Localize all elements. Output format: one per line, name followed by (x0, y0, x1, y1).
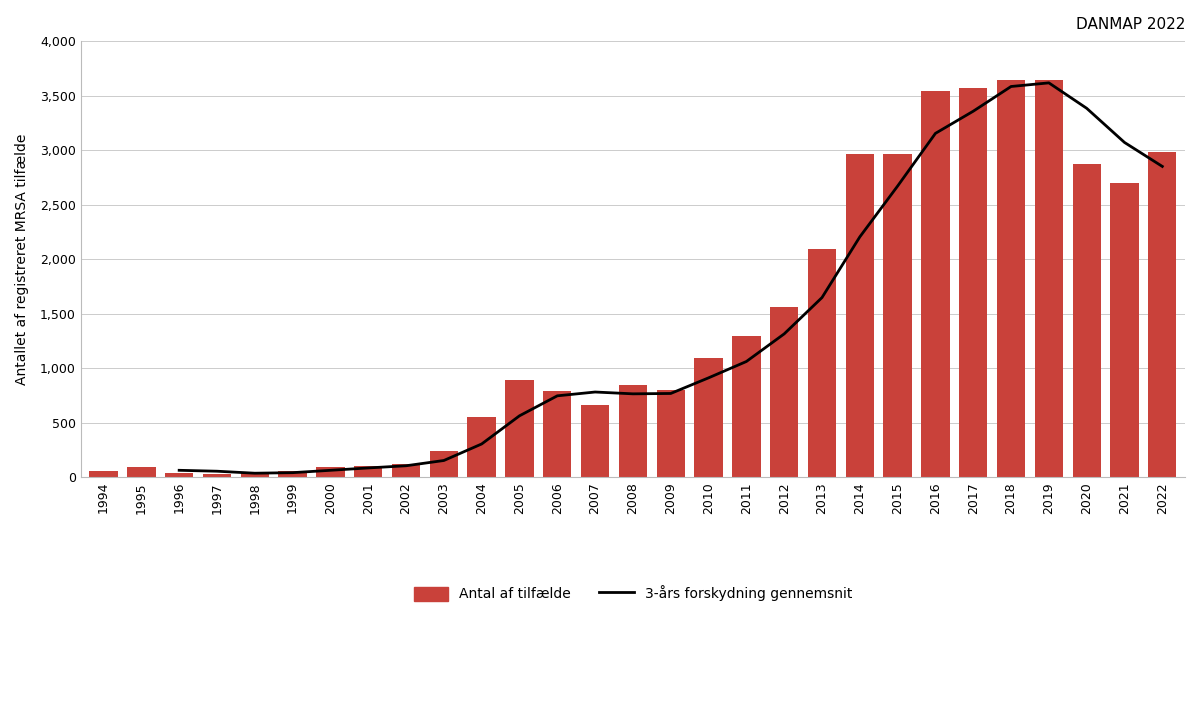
Bar (127, 467, 156, 477)
Bar (1148, 152, 1176, 477)
Bar (808, 249, 836, 477)
Bar (241, 473, 269, 477)
Bar (581, 405, 610, 477)
Text: DANMAP 2022: DANMAP 2022 (1075, 17, 1186, 32)
Legend: Antal af tilfælde, 3-års forskydning gennemsnit: Antal af tilfælde, 3-års forskydning gen… (408, 580, 858, 607)
Bar (922, 91, 949, 477)
Bar (1034, 81, 1063, 477)
Bar (468, 417, 496, 477)
Bar (392, 464, 420, 477)
Bar (430, 451, 458, 477)
Bar (164, 472, 193, 477)
Bar (846, 154, 874, 477)
Bar (1110, 183, 1139, 477)
Bar (317, 467, 344, 477)
Y-axis label: Antallet af registreret MRSA tilfælde: Antallet af registreret MRSA tilfælde (14, 133, 29, 384)
Bar (544, 391, 571, 477)
Bar (656, 390, 685, 477)
Bar (997, 81, 1025, 477)
Bar (203, 474, 232, 477)
Bar (732, 336, 761, 477)
Bar (505, 380, 534, 477)
Bar (883, 154, 912, 477)
Bar (278, 471, 307, 477)
Bar (770, 307, 798, 477)
Bar (695, 359, 722, 477)
Bar (354, 466, 383, 477)
Bar (619, 385, 647, 477)
Bar (1073, 164, 1100, 477)
Bar (959, 88, 988, 477)
Bar (89, 471, 118, 477)
